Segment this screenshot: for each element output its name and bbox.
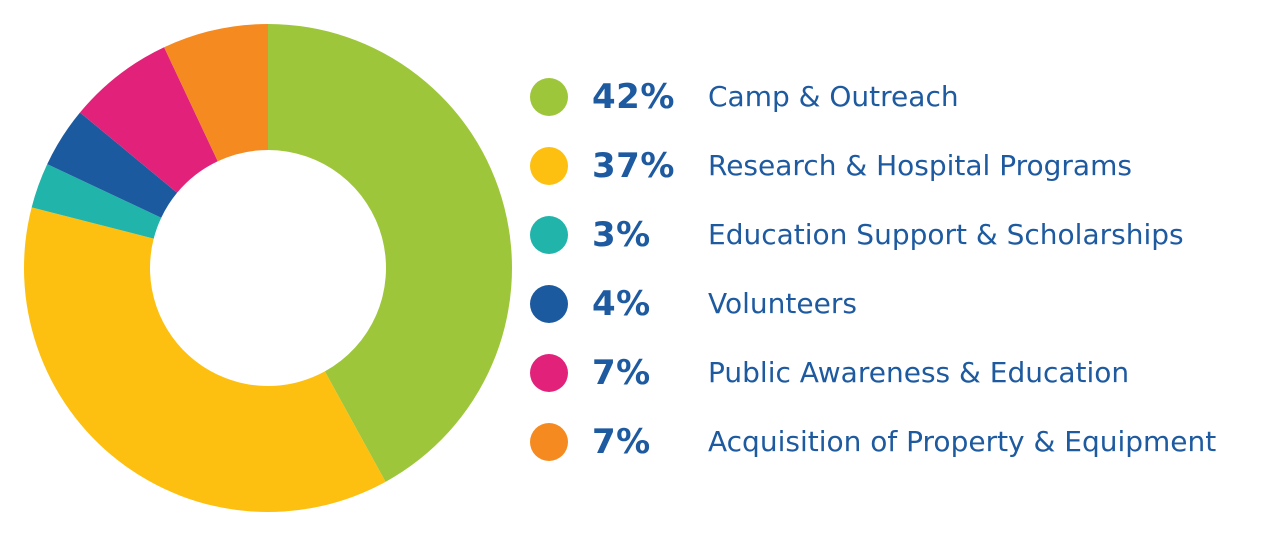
legend-swatch bbox=[530, 215, 568, 254]
legend-swatch bbox=[530, 77, 568, 116]
donut-slice-acquisition-of-property-equipment bbox=[164, 24, 268, 162]
donut-slice-research-hospital-programs bbox=[24, 207, 386, 512]
legend-percent: 7% bbox=[592, 352, 651, 393]
donut-slice-public-awareness-education bbox=[79, 47, 218, 193]
legend-label: Public Awareness & Education bbox=[708, 356, 1130, 389]
legend-item-research-hospital: 37% Research & Hospital Programs bbox=[530, 131, 1216, 200]
legend-item-volunteers: 4% Volunteers bbox=[530, 269, 1216, 338]
legend-label: Volunteers bbox=[708, 287, 857, 320]
chart-legend: 42% Camp & Outreach 37% Research & Hospi… bbox=[530, 62, 1216, 476]
legend-label: Research & Hospital Programs bbox=[708, 149, 1132, 182]
legend-swatch bbox=[530, 146, 568, 185]
legend-item-education-support: 3% Education Support & Scholarships bbox=[530, 200, 1216, 269]
legend-item-public-awareness: 7% Public Awareness & Education bbox=[530, 338, 1216, 407]
legend-percent: 42% bbox=[592, 76, 675, 117]
legend-swatch bbox=[530, 353, 568, 392]
donut-chart bbox=[24, 24, 512, 512]
legend-item-camp-outreach: 42% Camp & Outreach bbox=[530, 62, 1216, 131]
donut-slice-education-support-scholarships bbox=[31, 164, 162, 239]
donut-slice-camp-outreach bbox=[268, 24, 512, 482]
legend-percent: 7% bbox=[592, 421, 651, 462]
legend-item-acquisition: 7% Acquisition of Property & Equipment bbox=[530, 407, 1216, 476]
legend-label: Camp & Outreach bbox=[708, 80, 959, 113]
legend-swatch bbox=[530, 422, 568, 461]
legend-label: Education Support & Scholarships bbox=[708, 218, 1184, 251]
legend-percent: 4% bbox=[592, 283, 651, 324]
legend-label: Acquisition of Property & Equipment bbox=[708, 425, 1217, 458]
legend-swatch bbox=[530, 284, 568, 323]
donut-slice-volunteers bbox=[47, 112, 178, 218]
legend-percent: 3% bbox=[592, 214, 651, 255]
legend-percent: 37% bbox=[592, 145, 675, 186]
